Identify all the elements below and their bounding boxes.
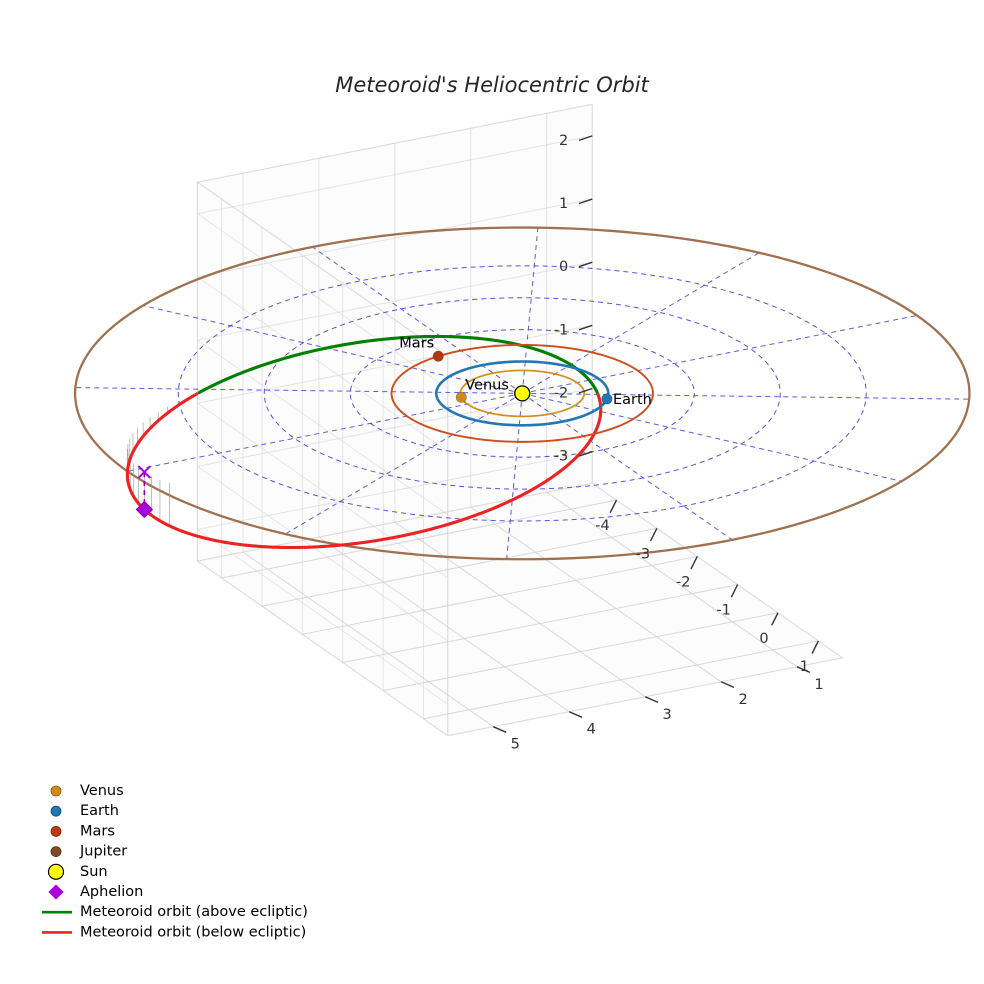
legend-label: Meteoroid orbit (below ecliptic) [80, 924, 306, 940]
body-annotations: Mars Venus Earth [399, 335, 652, 408]
venus-marker [455, 391, 467, 403]
legend-diamond-icon [48, 884, 64, 900]
legend-label: Mars [80, 823, 115, 839]
legend-item-earth[interactable]: Earth [50, 803, 119, 819]
axis-pane-gridlines [196, 103, 843, 737]
axis-ticks [493, 135, 819, 733]
axis-panes [197, 104, 843, 736]
legend-marker-icon [50, 785, 62, 797]
legend-label: Jupiter [79, 844, 127, 860]
sun-marker [514, 385, 531, 402]
legend-label: Meteoroid orbit (above ecliptic) [80, 904, 308, 920]
body-markers [432, 350, 613, 405]
y-tick-label-4: 5 [511, 737, 520, 753]
z-tick-label-3: -1 [554, 322, 568, 338]
y-tick-label-2: 3 [663, 707, 672, 723]
legend-item-jupiter[interactable]: Jupiter [50, 844, 127, 860]
y-tick-label-1: 2 [738, 692, 747, 708]
legend-marker-icon [50, 846, 62, 857]
x-tick-label-5: 1 [800, 659, 809, 675]
x-tick-label-4: 0 [759, 631, 768, 647]
legend-marker-icon [50, 805, 62, 817]
x-tick-label-0: -4 [595, 518, 609, 534]
earth-marker [601, 393, 613, 405]
legend-item-meteoroid-orbit-above-ecliptic[interactable]: Meteoroid orbit (above ecliptic) [42, 904, 308, 920]
z-tick-label-2: 0 [559, 259, 568, 275]
z-tick-label-0: 2 [559, 133, 568, 149]
legend-item-meteoroid-orbit-below-ecliptic[interactable]: Meteoroid orbit (below ecliptic) [42, 924, 306, 940]
page-title: Meteoroid's Heliocentric Orbit [335, 73, 649, 97]
legend-marker-icon [50, 826, 62, 837]
legend-label: Sun [80, 864, 108, 880]
legend-item-mars[interactable]: Mars [50, 823, 115, 839]
legend-item-aphelion[interactable]: Aphelion [48, 884, 143, 900]
y-tick-label-0: 1 [814, 677, 823, 693]
z-tick-label-4: -2 [554, 385, 568, 401]
z-tick-label-1: 1 [559, 196, 568, 212]
legend: Venus Earth Mars Jupiter Sun Aphelion Meteoroi… [42, 783, 308, 940]
z-tick-label-5: -3 [554, 449, 568, 465]
y-tick-label-3: 4 [587, 722, 596, 738]
mars-label: Mars [399, 335, 434, 351]
x-tick-label-3: -1 [716, 603, 730, 619]
x-tick-label-2: -2 [676, 574, 690, 590]
earth-label: Earth [613, 392, 652, 408]
legend-item-venus[interactable]: Venus [50, 783, 124, 799]
legend-label: Venus [80, 783, 124, 799]
legend-label: Aphelion [80, 884, 143, 900]
legend-item-sun[interactable]: Sun [47, 863, 108, 880]
legend-sun-icon [47, 863, 65, 880]
mars-marker [432, 350, 444, 362]
jupiter-orbit [73, 226, 971, 561]
aphelion-marker [135, 465, 154, 519]
legend-label: Earth [80, 803, 119, 819]
venus-label: Venus [465, 377, 509, 393]
x-tick-label-1: -3 [636, 546, 650, 562]
meteoroid-orbit [125, 334, 603, 550]
